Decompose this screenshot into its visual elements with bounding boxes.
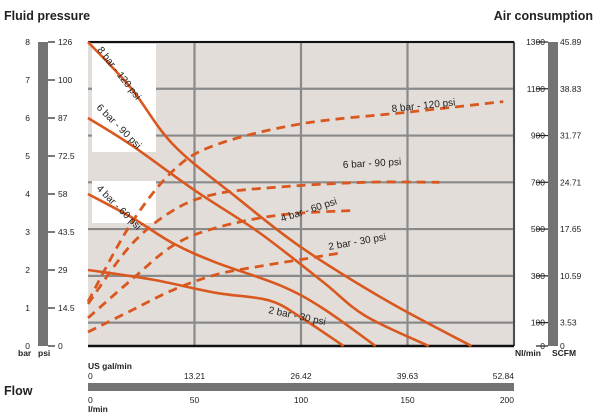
tick-label-scfm: 0	[560, 341, 565, 351]
tick-label-bar: 2	[25, 265, 30, 275]
air-curve	[87, 209, 355, 319]
tick-label-bar: 7	[25, 75, 30, 85]
us-gal-unit-label: US gal/min	[88, 361, 132, 371]
fluid-pressure-title: Fluid pressure	[4, 9, 90, 23]
tick-label-lmin: 50	[190, 395, 200, 405]
tick-label-scfm: 3.53	[560, 318, 577, 328]
air-curve	[86, 180, 440, 305]
tick-label-lmin: 0	[88, 395, 93, 405]
tick-label-bar: 1	[25, 303, 30, 313]
tick-label-usgal: 52.84	[493, 371, 515, 381]
tick-label-usgal: 13.21	[184, 371, 206, 381]
tick-label-scfm: 31.77	[560, 131, 582, 141]
tick-label-bar: 8	[25, 37, 30, 47]
tick-label-psi: 58	[58, 189, 68, 199]
flow-label: Flow	[4, 384, 33, 398]
tick-label-scfm: 38.83	[560, 84, 582, 94]
label-mask-upper	[92, 44, 156, 152]
tick-label-bar: 4	[25, 189, 30, 199]
air-consumption-title: Air consumption	[494, 9, 593, 23]
tick-label-psi: 29	[58, 265, 68, 275]
right-nl-scale	[548, 42, 558, 346]
pressure-curve	[87, 116, 430, 348]
tick-label-psi: 72.5	[58, 151, 75, 161]
tick-label-psi: 43.5	[58, 227, 75, 237]
tick-label-bar: 6	[25, 113, 30, 123]
curves-layer	[86, 41, 504, 348]
air-curve	[86, 100, 504, 303]
air-curve	[87, 251, 344, 334]
tick-label-psi: 0	[58, 341, 63, 351]
left-bar-scale	[38, 42, 48, 346]
tick-label-bar: 5	[25, 151, 30, 161]
tick-label-nl: 1100	[527, 84, 546, 94]
psi-unit-label: psi	[38, 348, 50, 358]
label-air-6bar: 6 bar - 90 psi	[343, 157, 402, 171]
tick-label-scfm: 17.65	[560, 224, 582, 234]
lmin-unit-label: l/min	[88, 404, 108, 414]
tick-label-psi: 87	[58, 113, 68, 123]
tick-label-bar: 3	[25, 227, 30, 237]
tick-label-lmin: 100	[294, 395, 308, 405]
grid-lines	[88, 40, 516, 348]
tick-label-bar: 0	[25, 341, 30, 351]
scfm-unit-label: SCFM	[552, 348, 576, 358]
tick-label-usgal: 39.63	[397, 371, 419, 381]
nl-unit-label: Nl/min	[515, 348, 541, 358]
tick-label-nl: 1300	[526, 37, 545, 47]
pressure-curve	[87, 268, 345, 348]
tick-label-scfm: 24.71	[560, 177, 582, 187]
tick-label-usgal: 0	[88, 371, 93, 381]
flow-scale-bar	[88, 383, 514, 391]
tick-label-scfm: 10.59	[560, 271, 582, 281]
pressure-curve	[87, 41, 473, 348]
tick-label-psi: 100	[58, 75, 72, 85]
tick-label-usgal: 26.42	[290, 371, 312, 381]
tick-label-psi: 126	[58, 37, 72, 47]
tick-label-scfm: 45.89	[560, 37, 582, 47]
tick-label-lmin: 150	[400, 395, 414, 405]
pressure-curve	[87, 192, 377, 348]
bar-unit-label: bar	[18, 348, 32, 358]
tick-label-psi: 14.5	[58, 303, 75, 313]
tick-label-lmin: 200	[500, 395, 514, 405]
axis-ticks-layer: 0 0 1 14.5 2 29 3 43.5 4 58 5 72.5 6 87 7 100 8 126 0 0 100 3…	[25, 37, 581, 405]
